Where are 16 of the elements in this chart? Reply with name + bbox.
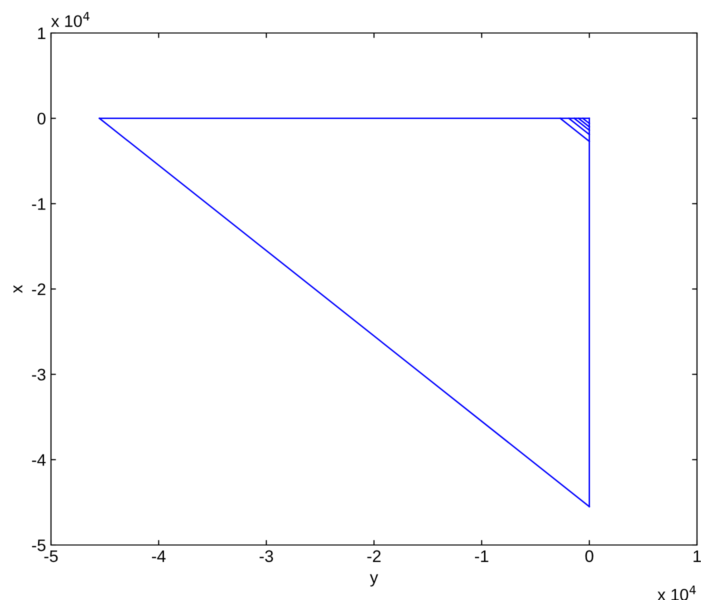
- x-tick-label: -3: [260, 550, 274, 562]
- y-tick-label: -2: [32, 283, 46, 296]
- y-tick-label: -4: [32, 454, 46, 466]
- x-tick-label: 1: [694, 550, 701, 562]
- y-tick-label: 1: [38, 28, 46, 40]
- x-axis-title: y: [370, 574, 378, 586]
- x-tick-label: -2: [367, 550, 381, 562]
- y-tick-label: 0: [38, 112, 46, 125]
- y-axis-title: x: [14, 285, 22, 293]
- x-tick-label: -1: [474, 550, 488, 562]
- y-tick-label: -5: [32, 540, 46, 552]
- x-tick-label: 0: [585, 550, 594, 562]
- y-tick-label: -3: [32, 368, 46, 381]
- y-tick-label: -1: [32, 198, 46, 210]
- x-tick-label: -4: [152, 550, 166, 562]
- text: x 10$^{4}$: [51, 12, 90, 28]
